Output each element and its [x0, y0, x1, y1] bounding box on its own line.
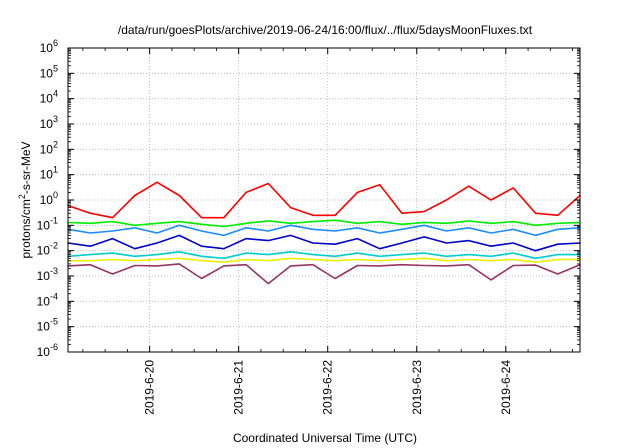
series-line-5 [67, 251, 581, 260]
y-tick-label: 105 [40, 63, 58, 80]
y-tick-label: 102 [40, 139, 58, 156]
y-axis-label: protons/cm2-s-sr-MeV [17, 141, 33, 258]
series-line-3 [67, 224, 581, 237]
x-tick-labels: 2019-6-20 2019-6-21 2019-6-22 2019-6-23 2019… [143, 360, 513, 415]
series-line-4 [67, 234, 581, 252]
x-tick-label: 2019-6-20 [143, 360, 157, 415]
y-tick-label: 10-1 [37, 215, 58, 232]
series-line-6 [67, 257, 581, 264]
x-axis-label: Coordinated Universal Time (UTC) [233, 431, 417, 445]
y-tick-label: 101 [40, 165, 58, 182]
x-tick-label: 2019-6-23 [410, 360, 424, 415]
grid [68, 48, 580, 352]
y-tick-label: 106 [40, 38, 58, 55]
x-tick-label: 2019-6-22 [321, 360, 335, 415]
y-tick-label: 10-2 [37, 241, 58, 258]
series-line-1 [67, 181, 581, 219]
y-tick-labels: 10-6 10-5 10-4 10-3 10-2 10-1 100 101 102 103 104 1… [37, 38, 58, 359]
y-tick-label: 10-4 [37, 291, 58, 308]
series-layer [67, 181, 581, 285]
y-tick-label: 10-6 [37, 342, 58, 359]
series-line-7 [67, 263, 581, 285]
series-line-2 [67, 219, 581, 228]
y-tick-label: 100 [40, 190, 58, 207]
y-tick-label: 10-3 [37, 266, 58, 283]
x-tick-label: 2019-6-21 [232, 360, 246, 415]
y-tick-label: 103 [40, 114, 58, 131]
chart-title: /data/run/goesPlots/archive/2019-06-24/1… [118, 23, 533, 37]
y-tick-label: 10-5 [37, 317, 58, 334]
y-tick-label: 104 [40, 89, 58, 106]
x-tick-label: 2019-6-24 [499, 360, 513, 415]
ticks [68, 47, 580, 353]
